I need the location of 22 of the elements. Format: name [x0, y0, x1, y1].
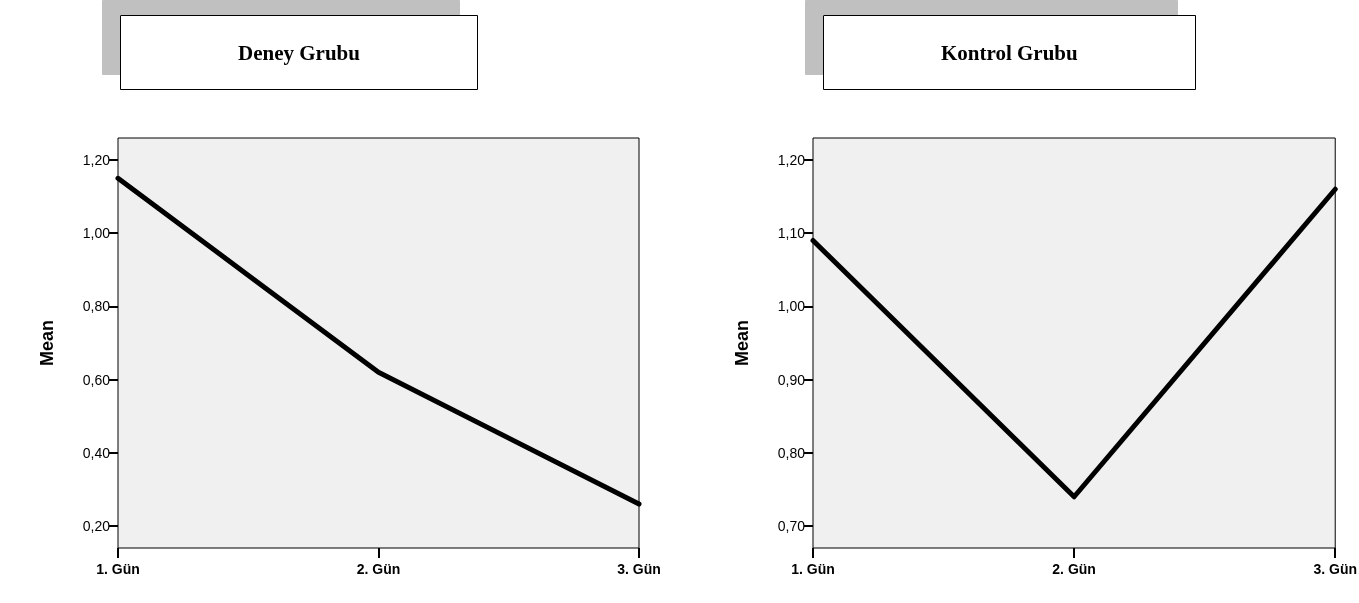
- y-tick-label: 0,60: [82, 371, 111, 388]
- x-tick-label: 2. Gün: [1052, 561, 1096, 577]
- y-tick-label: 0,40: [82, 444, 111, 461]
- x-tick-label: 2. Gün: [356, 561, 401, 577]
- y-tick-label: 1,20: [82, 151, 111, 168]
- y-tick-label: 0,20: [82, 518, 111, 535]
- y-tick-label: 1,10: [777, 225, 806, 242]
- y-tick-label: 1,20: [777, 151, 806, 168]
- y-tick-label: 1,00: [82, 225, 111, 242]
- chart-title: Deney Grubu: [238, 40, 361, 65]
- y-tick-label: 0,90: [777, 371, 806, 388]
- y-tick-label: 0,70: [777, 518, 806, 535]
- y-tick-label: 1,00: [777, 298, 806, 315]
- y-axis-title: Mean: [732, 319, 752, 367]
- y-tick-label: 0,80: [82, 298, 111, 315]
- y-tick-label: 0,80: [777, 444, 806, 461]
- x-tick-label: 3. Gün: [1313, 561, 1357, 577]
- chart-title: Kontrol Grubu: [941, 40, 1079, 65]
- x-tick-label: 3. Gün: [617, 561, 661, 577]
- y-axis-title: Mean: [37, 319, 57, 367]
- x-tick-label: 1. Gün: [791, 561, 835, 577]
- x-tick-label: 1. Gün: [96, 561, 140, 577]
